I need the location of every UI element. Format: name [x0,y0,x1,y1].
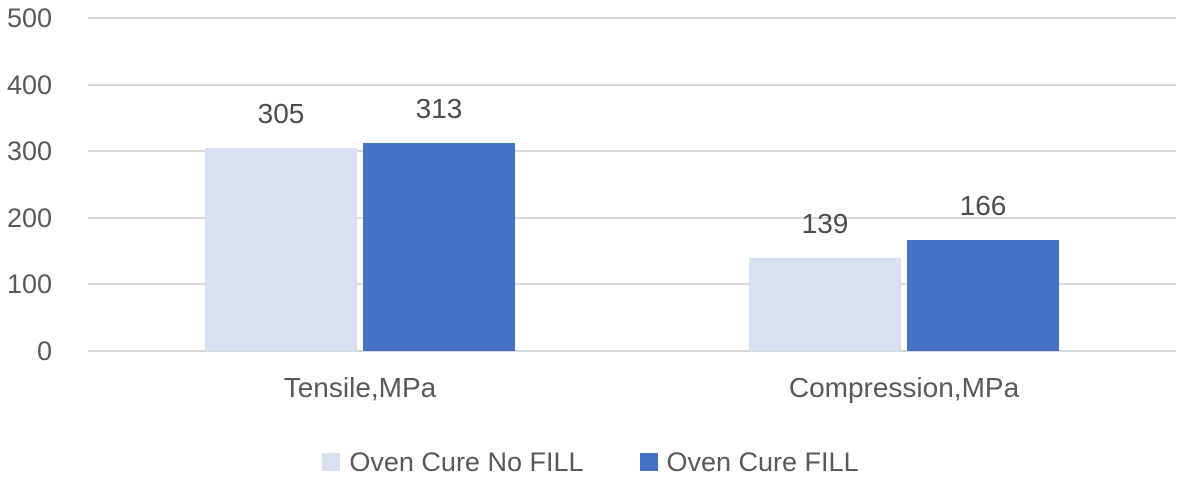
legend-swatch [639,453,658,471]
legend: Oven Cure No FILL Oven Cure FILL [0,446,1181,478]
gridline [88,283,1176,286]
data-label: 166 [959,190,1007,222]
bar-series-0-category-1 [749,258,901,351]
x-axis-category-label: Compression,MPa [788,372,1020,403]
y-axis-tick-label: 300 [6,136,52,167]
data-label: 305 [257,97,305,129]
legend-swatch [322,453,341,471]
x-axis-category-label: Tensile,MPa [283,372,437,403]
legend-label: Oven Cure No FILL [349,447,584,477]
data-label: 139 [801,208,849,240]
y-axis-tick-label: 500 [6,3,52,33]
gridline [88,216,1176,219]
legend-item: Oven Cure No FILL [322,446,584,478]
gridline [88,17,1176,19]
data-label: 313 [415,92,463,124]
gridline [88,150,1176,153]
legend-label: Oven Cure FILL [666,447,859,477]
y-axis-tick-label: 400 [6,69,52,100]
y-axis-tick-label: 0 [36,336,52,366]
bar-series-0-category-0 [205,147,357,351]
gridline [88,350,1176,352]
gridline [88,83,1176,86]
y-axis-tick-label: 100 [6,269,52,300]
legend-item: Oven Cure FILL [639,446,859,478]
y-axis-tick-label: 200 [6,202,52,233]
bar-series-1-category-0 [363,142,515,351]
bar-series-1-category-1 [907,240,1059,351]
